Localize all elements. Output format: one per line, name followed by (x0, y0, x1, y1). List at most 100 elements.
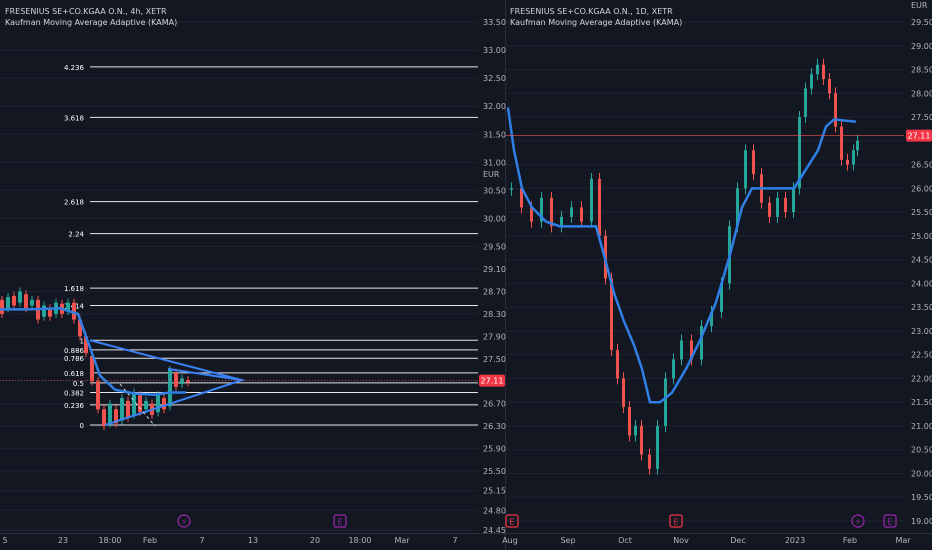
right-candle (816, 64, 819, 75)
right-candle (700, 326, 703, 360)
left-last-price-value: 27.11 (481, 377, 504, 386)
left-y-tick-label: 32.00 (483, 102, 506, 111)
right-y-unit: EUR (911, 1, 928, 10)
right-candle (720, 283, 723, 312)
left-y-tick-label: 28.30 (483, 310, 506, 319)
right-x-tick-label: Oct (618, 536, 632, 545)
right-y-tick-label: 22.50 (911, 351, 932, 360)
fib-level-label: 2.24 (68, 231, 84, 239)
right-y-tick-label: 23.50 (911, 303, 932, 312)
left-candle (126, 400, 130, 418)
fib-level-label: 3.618 (64, 114, 84, 122)
left-candle (42, 305, 46, 317)
right-y-tick-label: 25.00 (911, 232, 932, 241)
right-kama-line (506, 107, 857, 404)
right-candle (550, 197, 553, 227)
left-y-tick-label: 27.50 (483, 355, 506, 364)
fib-level-label: 1 (80, 337, 84, 345)
right-candle (776, 197, 779, 217)
left-candle (0, 299, 4, 314)
right-y-tick-label: 20.00 (911, 469, 932, 478)
right-y-tick-label: 24.50 (911, 256, 932, 265)
left-candle (162, 398, 166, 410)
right-candle (610, 278, 613, 350)
right-candle (798, 117, 801, 189)
right-candle (598, 178, 601, 236)
right-y-tick-label: 27.50 (911, 113, 932, 122)
fib-level-label: 0.618 (64, 370, 84, 378)
fib-level-label: 0.236 (64, 402, 85, 410)
right-candle (580, 207, 583, 222)
left-candle (174, 372, 178, 387)
left-candle (6, 297, 10, 309)
right-x-tick-label: Sep (560, 536, 575, 545)
right-candle (616, 349, 619, 379)
right-x-tick-label: Dec (730, 536, 745, 545)
left-candle (78, 319, 82, 337)
right-y-tick-label: 28.50 (911, 66, 932, 75)
right-candle (834, 93, 837, 127)
right-last-price-value: 27.11 (908, 132, 931, 141)
left-y-tick-label: 28.70 (483, 287, 506, 296)
right-candle (710, 311, 713, 327)
left-last-price-badge (479, 374, 505, 387)
right-y-tick-label: 25.50 (911, 208, 932, 217)
right-y-tick-label: 20.50 (911, 446, 932, 455)
right-candle (510, 188, 513, 190)
lightning-event-icon-label: ⚡ (855, 518, 861, 527)
fib-level-label: 1.618 (64, 285, 84, 293)
left-candle (72, 302, 76, 320)
right-candle (822, 64, 825, 80)
left-x-tick-label: 23 (58, 536, 68, 545)
right-x-tick-label: Aug (502, 536, 518, 545)
dividend-event-icon-label: E (509, 518, 514, 527)
left-y-tick-label: 31.50 (483, 130, 506, 139)
right-x-tick-label: Feb (843, 536, 857, 545)
left-y-tick-label: 31.00 (483, 158, 506, 167)
left-candle (30, 299, 34, 306)
right-candle (672, 359, 675, 379)
right-candle (648, 454, 651, 469)
left-y-tick-label: 25.15 (483, 487, 506, 496)
left-x-tick-label: 7 (199, 536, 204, 545)
right-candle (570, 207, 573, 217)
left-symbol-title: FRESENIUS SE+CO.KGAA O.N., 4h, XETR (5, 7, 167, 16)
left-y-tick-label: 24.80 (483, 506, 506, 515)
right-candle (590, 178, 593, 222)
right-y-tick-label: 28.00 (911, 89, 932, 98)
fib-level-label: 0.382 (64, 389, 84, 397)
fib-level-label: 0.786 (64, 355, 85, 363)
left-y-tick-label: 29.50 (483, 243, 506, 252)
right-last-price-badge (906, 129, 932, 142)
right-candle (520, 188, 523, 208)
left-y-tick-label: 26.70 (483, 400, 506, 409)
left-candle (12, 295, 16, 306)
left-y-tick-label: 30.50 (483, 186, 506, 195)
right-candle (804, 88, 807, 118)
right-candle (690, 340, 693, 360)
left-candle (132, 392, 136, 415)
right-symbol-title: FRESENIUS SE+CO.KGAA O.N., 1D, XETR (510, 7, 673, 16)
earnings-event-icon (333, 514, 347, 528)
dividend-event-icon (505, 514, 519, 528)
right-y-tick-label: 29.50 (911, 18, 932, 27)
left-x-tick-label: 18:00 (98, 536, 121, 545)
left-candle (102, 409, 106, 427)
left-y-tick-label: 30.00 (483, 214, 506, 223)
earnings-event-icon (883, 514, 897, 528)
left-x-tick-label: 5 (2, 536, 7, 545)
right-candle (784, 197, 787, 213)
left-candle (96, 381, 100, 410)
right-candle (846, 159, 849, 165)
left-y-unit: EUR (483, 170, 500, 179)
left-candle (156, 395, 160, 413)
left-kama-line (0, 307, 186, 396)
right-candle (680, 340, 683, 360)
right-indicator-title: Kaufman Moving Average Adaptive (KAMA) (510, 18, 682, 27)
left-candle (48, 308, 52, 317)
right-y-tick-label: 19.50 (911, 493, 932, 502)
left-candle (138, 395, 142, 413)
left-y-tick-label: 33.00 (483, 46, 506, 55)
right-y-tick-label: 21.50 (911, 398, 932, 407)
